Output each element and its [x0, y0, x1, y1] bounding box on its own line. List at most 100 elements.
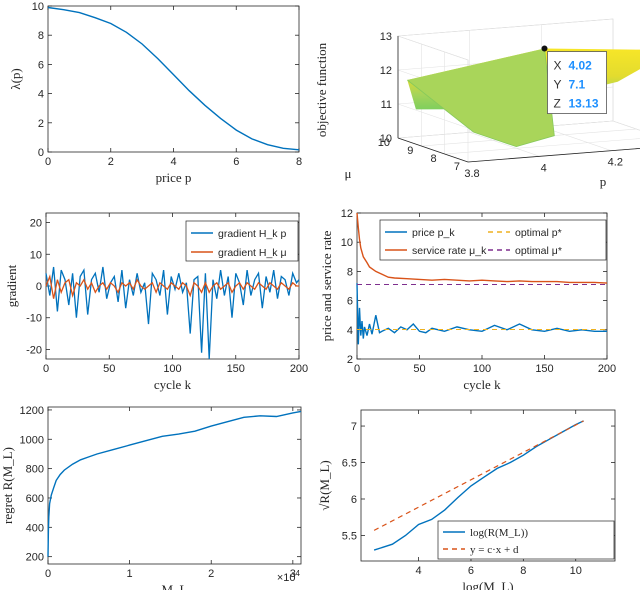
surface3d-zlabel: objective function	[314, 42, 329, 137]
log-regret-ytick-label: 7	[351, 421, 357, 433]
log-regret-xtick-label: 4	[416, 565, 422, 577]
regret-series-0-line	[47, 410, 302, 557]
gradient-xtick-label: 50	[103, 363, 115, 375]
surface3d-z-tick-label: 13	[380, 31, 392, 43]
regret-xtick-label: 2	[208, 568, 214, 580]
surface3d-z-tick-label: 10	[380, 133, 392, 145]
demand-ytick-label: 6	[38, 59, 44, 71]
surface3d-p-tick-label: 4.2	[608, 157, 623, 169]
log-regret-series-1-line	[373, 420, 584, 531]
surface3d-p-tick-label: 3.8	[464, 168, 479, 180]
regret-ytick-label: 600	[26, 493, 44, 505]
demand-xlabel: price p	[156, 170, 192, 185]
price-service-ytick-label: 12	[341, 208, 353, 220]
surface3d-mu-axis	[397, 137, 469, 163]
surface3d-mu-tick-label: 8	[431, 153, 437, 165]
log-regret-ytick-label: 6	[351, 494, 357, 506]
surface3d-mu-tick-label: 7	[454, 161, 460, 173]
gradient-ytick-label: 0	[36, 281, 42, 293]
gradient-legend-entry: gradient H_k μ	[218, 247, 287, 259]
price-service-ytick-label: 2	[347, 354, 353, 366]
demand-ytick-label: 0	[38, 147, 44, 159]
surface3d-z-tick-label: 12	[380, 65, 392, 77]
demand-ytick-label: 4	[38, 89, 44, 101]
price-service-ytick-label: 4	[347, 325, 353, 337]
log-regret-ylabel: √R(M_L)	[317, 460, 332, 510]
gradient-ytick-label: -20	[26, 344, 42, 356]
price-service-xtick-label: 200	[598, 363, 616, 375]
surface3d-mu-tick-label: 10	[378, 137, 390, 149]
log-regret-xtick-label: 8	[520, 565, 526, 577]
surface3d-datatip-label: Z	[554, 97, 561, 111]
surface3d-xlabel: p	[600, 174, 607, 189]
logregret-legend-entry: y = c·x + d	[470, 544, 519, 556]
price-service-series-1-line	[356, 212, 608, 284]
regret-xtick-label: 3	[290, 568, 296, 580]
price-legend-box	[379, 219, 607, 261]
regret-ytick-label: 1000	[20, 434, 44, 446]
demand-xtick-label: 4	[170, 156, 176, 168]
log-regret-ytick-label: 5.5	[342, 530, 357, 542]
surface3d-datatip-marker	[541, 45, 548, 52]
price-service-ylabel: price and service rate	[319, 230, 334, 341]
demand-ylabel: λ(p)	[8, 68, 23, 89]
gradient-xtick-label: 100	[163, 363, 181, 375]
gradient-xtick-label: 0	[43, 363, 49, 375]
surface3d-datatip-value: 4.02	[569, 59, 593, 73]
log-regret-xtick-label: 6	[468, 565, 474, 577]
gradient-series-1-line	[45, 274, 299, 299]
gradient-xlabel: cycle k	[154, 377, 192, 392]
demand-ytick-label: 8	[38, 30, 44, 42]
demand-series-0-line	[47, 6, 300, 151]
demand-xtick-label: 0	[45, 156, 51, 168]
regret-xscale-exponent: ×104	[277, 569, 301, 584]
demand-xtick-label: 6	[233, 156, 239, 168]
price-legend-entry: optimal μ*	[515, 245, 562, 257]
price-service-xtick-label: 150	[535, 363, 553, 375]
regret-axes-box	[47, 406, 302, 565]
surface3d-datatip-label: Y	[554, 78, 562, 92]
log-regret-xtick-label: 10	[570, 565, 582, 577]
regret-xscale-power: 4	[296, 569, 301, 578]
surface3d-p-axis	[467, 147, 640, 163]
price-service-ytick-label: 6	[347, 296, 353, 308]
regret-xtick-label: 0	[45, 568, 51, 580]
gradient-ylabel: gradient	[4, 264, 19, 307]
surface3d-datatip-label: X	[554, 59, 562, 73]
demand-axes-box	[47, 5, 300, 153]
surface3d-datatip-value: 7.1	[569, 78, 586, 92]
price-service-xtick-label: 50	[413, 363, 425, 375]
regret-ylabel: regret R(M_L)	[0, 447, 15, 524]
surface3d-p-tick-label: 4	[541, 162, 547, 174]
surface3d-datatip-value: 13.13	[569, 97, 599, 111]
surface3d-front-fold	[407, 48, 555, 147]
gradient-series-0-line	[45, 266, 300, 360]
demand-ytick-label: 10	[32, 1, 44, 13]
demand-ytick-label: 2	[38, 118, 44, 130]
surface3d-group	[397, 18, 640, 163]
logregret-legend-entry: log(R(M_L))	[470, 527, 528, 539]
regret-xlabel: M_L	[162, 582, 188, 590]
logregret-legend-box	[437, 520, 615, 560]
regret-xtick-label: 1	[127, 568, 133, 580]
price-service-series-0-line	[356, 283, 607, 345]
surface3d-datatip-box	[547, 51, 607, 114]
surface3d-mu-tick-label: 9	[407, 145, 413, 157]
demand-xtick-label: 2	[108, 156, 114, 168]
surface3d-ylabel: μ	[345, 166, 352, 181]
gradient-legend-box	[185, 220, 299, 262]
log-regret-xlabel: log(M_L)	[462, 579, 513, 590]
regret-ytick-label: 1200	[20, 405, 44, 417]
gradient-xtick-label: 150	[227, 363, 245, 375]
price-legend-entry: price p_k	[412, 227, 455, 239]
demand-xtick-label: 8	[296, 156, 302, 168]
price-service-ytick-label: 10	[341, 237, 353, 249]
log-regret-ytick-label: 6.5	[342, 458, 357, 470]
price-legend-entry: service rate μ_k	[412, 245, 487, 257]
regret-ytick-label: 400	[26, 522, 44, 534]
gradient-ytick-label: 10	[30, 249, 42, 261]
price-service-xlabel: cycle k	[463, 377, 501, 392]
surface3d-z-tick-label: 11	[381, 99, 392, 111]
regret-ytick-label: 800	[26, 464, 44, 476]
